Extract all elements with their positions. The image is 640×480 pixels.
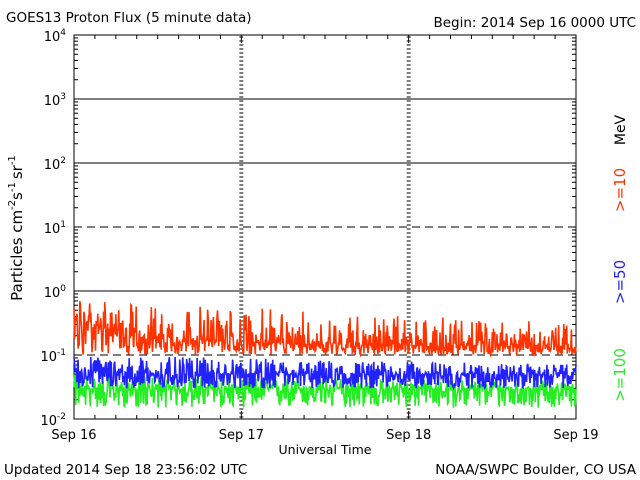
y-gridlines bbox=[74, 37, 576, 401]
y-tick-label: 103 bbox=[44, 92, 66, 109]
x-tick-label: Sep 16 bbox=[51, 428, 96, 443]
legend-unit: MeV bbox=[613, 114, 629, 145]
y-tick-label: 10-2 bbox=[40, 412, 66, 429]
y-tick-label: 101 bbox=[44, 220, 66, 237]
x-tick-label: Sep 19 bbox=[553, 428, 598, 443]
updated-label: Updated 2014 Sep 18 23:56:02 UTC bbox=[4, 462, 247, 478]
begin-label: Begin: 2014 Sep 16 0000 UTC bbox=[433, 15, 636, 31]
y-tick-label: 104 bbox=[44, 28, 67, 45]
x-tick-labels: Sep 16 Sep 17 Sep 18 Sep 19 bbox=[51, 428, 598, 443]
y-tick-label: 10-1 bbox=[40, 348, 66, 365]
legend-item-50: >=50 bbox=[611, 260, 629, 304]
y-axis-label: Particles cm-2s-1sr-1 bbox=[7, 155, 26, 301]
legend-item-10: >=10 bbox=[611, 168, 629, 212]
series-line-ge100 bbox=[73, 374, 577, 409]
x-axis-label: Universal Time bbox=[279, 442, 372, 457]
y-tick-label: 102 bbox=[44, 156, 66, 173]
y-tick-label: 100 bbox=[44, 284, 67, 301]
chart-title: GOES13 Proton Flux (5 minute data) bbox=[6, 10, 252, 26]
source-label: NOAA/SWPC Boulder, CO USA bbox=[435, 462, 637, 478]
y-tick-labels: 10-2 10-1 100 101 102 103 104 bbox=[40, 28, 66, 429]
legend-item-100: >=100 bbox=[611, 348, 629, 402]
x-tick-label: Sep 17 bbox=[219, 428, 264, 443]
series-line-ge50 bbox=[73, 356, 577, 391]
series-line-ge10 bbox=[73, 301, 577, 358]
series-lines bbox=[73, 301, 577, 409]
x-tick-label: Sep 18 bbox=[386, 428, 431, 443]
